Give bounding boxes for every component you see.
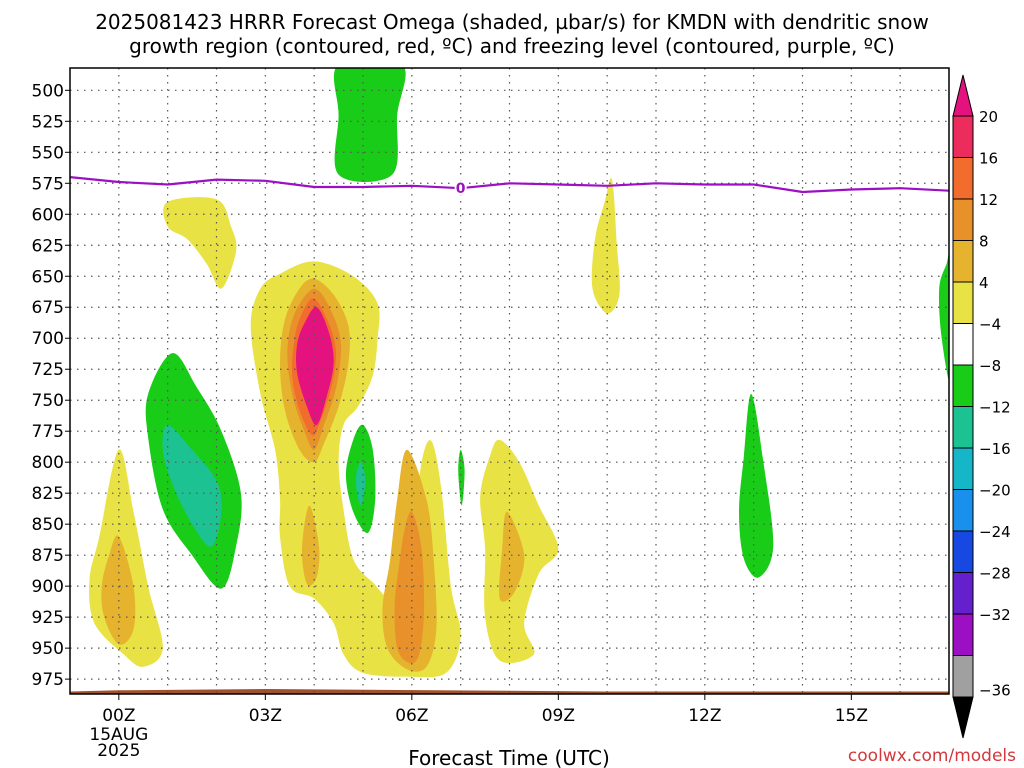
omega-area-descent-4z-715-hpa-core [296, 307, 334, 426]
colorbar-swatch-3 [952, 240, 974, 283]
colorbar-swatch-11 [952, 572, 974, 615]
y-tick-label-600: 600 [32, 205, 64, 225]
colorbar-label-2: 12 [979, 191, 998, 209]
colorbar-swatch-13 [952, 655, 974, 698]
omega-area-descent-1-2z-610-hpa [163, 197, 237, 289]
colorbar-swatch-8 [952, 447, 974, 490]
omega-area-ascent-1-7z-800-hpa-core [162, 425, 222, 547]
colorbar-swatch-7 [952, 406, 974, 449]
omega-area-ascent-4-3z-550-hpa [333, 68, 406, 183]
colorbar-top-arrow [952, 74, 974, 117]
omega-area-descent-8-0z-875-hpa-core [499, 511, 525, 602]
chart-title-line-1: 2025081423 HRRR Forecast Omega (shaded, … [95, 10, 929, 34]
y-tick-label-950: 950 [32, 639, 64, 659]
y-tick-label-550: 550 [32, 143, 64, 163]
plot-frame [69, 67, 950, 695]
y-tick-label-825: 825 [32, 484, 64, 504]
omega-area-descent-10-0z-630-hpa [591, 178, 620, 314]
omega-area-ascent-16-9z-670-hpa [938, 250, 949, 382]
colorbar-label-4: 4 [979, 274, 989, 292]
colorbar-label-0: 20 [979, 108, 998, 126]
colorbar-swatch-1 [952, 157, 974, 200]
omega-area-ascent-12-9z-830-hpa [739, 393, 774, 578]
omega-area-ascent-5-0z-815-hpa-core [355, 462, 366, 506]
colorbar-label-5: −4 [979, 316, 1001, 334]
y-tick-label-925: 925 [32, 608, 64, 628]
y-tick-label-875: 875 [32, 546, 64, 566]
y-tick-label-750: 750 [32, 391, 64, 411]
colorbar-swatch-0 [952, 115, 974, 158]
x-tick-label-00z: 00Z [102, 706, 135, 726]
colorbar-label-3: 8 [979, 233, 989, 251]
y-tick-label-625: 625 [32, 236, 64, 256]
grid-lines [70, 68, 949, 694]
y-tick-label-900: 900 [32, 577, 64, 597]
freezing-level-line [70, 176, 949, 194]
omega-area-ascent-7-0z-805-hpa [458, 449, 465, 506]
freezing-level-label-bg [454, 180, 467, 196]
colorbar-swatch-10 [952, 530, 974, 573]
colorbar-label-10: −24 [979, 523, 1011, 541]
y-tick-label-700: 700 [32, 329, 64, 349]
omega-area-descent-4-0z-870-hpa [301, 505, 320, 586]
omega-area-descent-6z-910-hpa-core [394, 511, 425, 664]
x-tick-label-03z: 03Z [249, 706, 282, 726]
omega-colorbar: 20 16 12 8 4 −4 −8 −12 −16 −20 −24 −28 −32 −36 [952, 74, 1011, 739]
colorbar-swatch-2 [952, 198, 974, 241]
y-tick-label-650: 650 [32, 267, 64, 287]
x-tick-sublabel-2025: 2025 [97, 741, 140, 761]
y-tick-label-725: 725 [32, 360, 64, 380]
y-tick-label-575: 575 [32, 174, 64, 194]
contour-lines: 0 [70, 176, 949, 197]
freezing-level-label: 0 [456, 181, 466, 197]
colorbar-label-8: −16 [979, 440, 1011, 458]
colorbar-swatch-5 [952, 323, 974, 366]
colorbar-swatch-4 [952, 281, 974, 324]
y-tick-label-800: 800 [32, 453, 64, 473]
y-tick-label-775: 775 [32, 422, 64, 442]
colorbar-label-6: −8 [979, 357, 1001, 375]
omega-shading [70, 68, 949, 694]
colorbar-swatch-6 [952, 364, 974, 407]
colorbar-swatch-12 [952, 613, 974, 656]
y-tick-label-500: 500 [32, 81, 64, 101]
chart-title-line-2: growth region (contoured, red, ºC) and f… [129, 34, 895, 58]
colorbar-label-11: −28 [979, 565, 1011, 583]
y-tick-label-975: 975 [32, 670, 64, 690]
x-tick-sublabel-15aug: 15AUG [89, 725, 148, 745]
colorbar-label-13: −36 [979, 682, 1011, 700]
colorbar-label-7: −12 [979, 399, 1011, 417]
x-tick-label-09z: 09Z [542, 706, 575, 726]
colorbar-label-1: 16 [979, 150, 998, 168]
y-tick-label-675: 675 [32, 298, 64, 318]
colorbar-swatch-9 [952, 489, 974, 532]
colorbar-label-12: −32 [979, 606, 1011, 624]
x-tick-label-15z: 15Z [835, 706, 868, 726]
x-tick-label-06z: 06Z [395, 706, 428, 726]
x-axis-label: Forecast Time (UTC) [408, 746, 610, 768]
y-tick-label-525: 525 [32, 112, 64, 132]
credit-link[interactable]: coolwx.com/models [848, 746, 1016, 766]
colorbar-bottom-arrow [952, 696, 974, 739]
colorbar-label-9: −20 [979, 482, 1011, 500]
pressure-axis: 500 525 550 575 600 625 650 675 700 725 750 775 800 8… [32, 81, 70, 690]
y-tick-label-850: 850 [32, 515, 64, 535]
x-tick-label-12z: 12Z [688, 706, 721, 726]
